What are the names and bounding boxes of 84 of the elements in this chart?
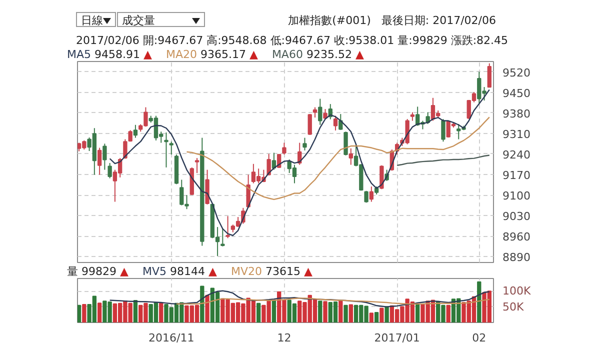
- text: 9365.17: [200, 48, 246, 61]
- text: ▲: [120, 265, 128, 278]
- text: 成交量: [117, 12, 205, 27]
- bar: [344, 304, 348, 322]
- y-tick-label: 8960: [502, 230, 530, 244]
- x-tick-label: 12: [277, 332, 292, 344]
- candlestick: [133, 124, 138, 138]
- y-tick-label: 8890: [502, 251, 530, 264]
- text: 73615: [265, 265, 300, 278]
- text: 98144: [170, 265, 205, 278]
- candlestick: [318, 98, 322, 126]
- bar: [323, 301, 328, 322]
- bar: [159, 302, 164, 322]
- candlestick: [97, 147, 102, 176]
- bar: [200, 286, 204, 322]
- y-tick-label: 9380: [502, 107, 530, 120]
- text: 9458.91: [94, 48, 140, 61]
- candlestick: [102, 143, 107, 170]
- x-tick-label: 2016/11: [148, 332, 194, 344]
- bar: [97, 302, 102, 322]
- bar: [380, 308, 384, 322]
- line-series: [109, 89, 490, 236]
- text: 量: [67, 265, 78, 278]
- text: MA20: [166, 48, 197, 61]
- bar: [78, 304, 82, 322]
- text: 日線: [76, 12, 116, 27]
- text: ▲: [304, 265, 312, 278]
- text: 99829: [81, 265, 116, 278]
- bar: [82, 304, 86, 322]
- text: ▲: [355, 48, 364, 61]
- candlestick: [226, 216, 230, 239]
- candlestick: [282, 142, 286, 156]
- candlestick: [169, 141, 174, 156]
- candlestick: [205, 169, 210, 205]
- candlestick: [302, 137, 307, 151]
- bar: [369, 312, 374, 322]
- candlestick: [441, 118, 446, 142]
- bar: [415, 303, 420, 322]
- bar: [477, 281, 482, 322]
- candlestick: [487, 62, 492, 88]
- series-label: MV20: [230, 265, 262, 278]
- x-tick-label: 02: [472, 332, 486, 344]
- text: ▲: [249, 48, 258, 61]
- chart-subtitle: 2017/02/06 開:9467.67 高:9548.68 低:9467.67 收:9538.01 量:99829 漲跌:82.45: [76, 33, 508, 49]
- bar: [446, 304, 450, 322]
- line-series: [109, 290, 490, 308]
- candlestick: [369, 186, 374, 202]
- text: MA5: [67, 48, 92, 61]
- y-tick-label: 9170: [502, 168, 530, 182]
- chart-title: 加權指數(#001) 最後日期: 2017/02/06: [288, 12, 496, 28]
- text: ▲: [208, 265, 217, 278]
- y-tick-label: 50K: [502, 300, 524, 314]
- y-tick-label: 9520: [502, 66, 530, 80]
- text: MV5: [142, 265, 166, 278]
- bar: [205, 294, 210, 322]
- x-tick-label: 2017/01: [374, 332, 420, 344]
- text: MA60: [272, 48, 303, 61]
- y-tick-label: 9240: [502, 148, 530, 162]
- candlestick: [333, 115, 338, 131]
- bar: [338, 300, 343, 322]
- line-series: [396, 154, 490, 166]
- candlestick: [108, 162, 112, 179]
- y-tick-label: 100K: [502, 284, 532, 298]
- y-tick-label: 9310: [502, 128, 530, 141]
- y-tick-label: 9450: [502, 86, 530, 100]
- y-tick-label: 9030: [502, 210, 530, 224]
- candlestick: [194, 158, 200, 174]
- text: ▲: [144, 48, 152, 61]
- candlestick: [312, 106, 318, 118]
- candlestick: [344, 131, 348, 156]
- candlestick: [348, 148, 353, 166]
- bar: [318, 300, 322, 322]
- candlestick: [220, 228, 225, 247]
- bar: [133, 300, 138, 322]
- text: 9235.52: [306, 48, 352, 61]
- y-tick-label: 9100: [502, 190, 530, 203]
- bar: [374, 312, 379, 322]
- candlestick: [246, 174, 250, 208]
- bar: [272, 300, 276, 322]
- bar: [348, 304, 353, 322]
- bar: [384, 306, 389, 322]
- candlestick: [308, 114, 312, 136]
- bar: [256, 302, 261, 322]
- candlestick: [164, 132, 168, 168]
